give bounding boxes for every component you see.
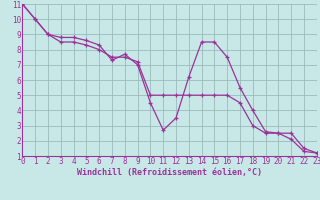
X-axis label: Windchill (Refroidissement éolien,°C): Windchill (Refroidissement éolien,°C) [77,168,262,177]
